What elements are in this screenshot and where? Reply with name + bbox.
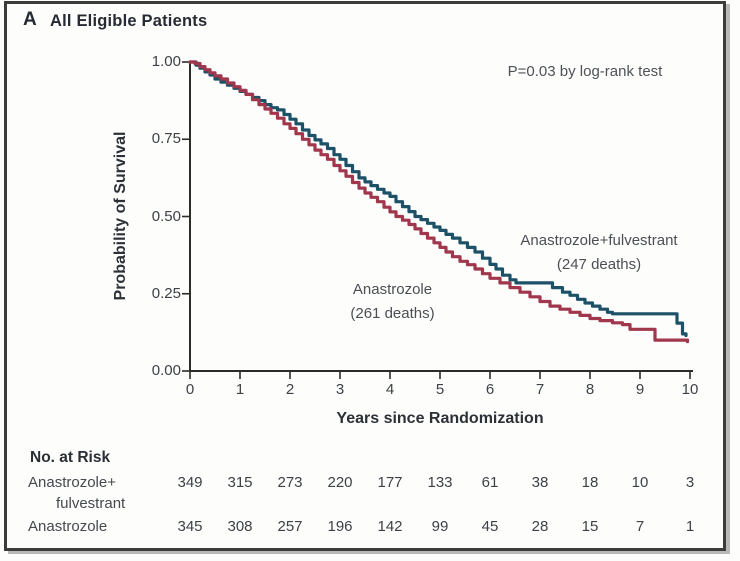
risk-count: 273 [277, 474, 303, 491]
risk-count: 196 [327, 518, 353, 535]
x-tick-label: 0 [185, 381, 195, 398]
y-tick-label: 0.75 [151, 130, 181, 148]
panel-label: A [23, 9, 37, 30]
risk-count: 10 [631, 474, 649, 491]
risk-count: 99 [431, 518, 449, 535]
x-tick-label: 4 [385, 381, 395, 398]
risk-table-heading: No. at Risk [30, 449, 111, 466]
risk-count: 308 [227, 518, 253, 535]
risk-count: 7 [635, 518, 645, 535]
x-tick-label: 2 [285, 381, 295, 398]
y-tick-label: 0.00 [151, 362, 181, 379]
risk-count: 220 [327, 474, 353, 491]
risk-count: 315 [227, 474, 253, 491]
pvalue-annotation: P=0.03 by log-rank test [507, 63, 663, 80]
survival-curve-anastrozole [188, 60, 690, 344]
series-label-deaths: (247 deaths) [556, 256, 642, 273]
series-label-deaths: (261 deaths) [350, 305, 435, 322]
x-tick-label: 9 [635, 381, 645, 398]
risk-count: 18 [581, 474, 599, 491]
risk-count: 345 [177, 518, 203, 535]
risk-count: 45 [481, 518, 499, 535]
x-axis-label: Years since Randomization [336, 410, 544, 427]
x-tick-label: 10 [681, 381, 699, 398]
series-label-name: Anastrozole [352, 281, 433, 298]
risk-count: 177 [377, 474, 403, 491]
x-tick-label: 3 [335, 381, 345, 398]
risk-row-label: Anastrozole [28, 518, 108, 535]
series-label-name: Anastrozole+fulvestrant [520, 232, 678, 249]
risk-count: 15 [581, 518, 599, 535]
x-tick-label: 1 [235, 381, 245, 398]
x-tick-label: 8 [585, 381, 595, 398]
risk-count: 133 [427, 474, 453, 491]
y-tick-label: 1.00 [151, 53, 181, 70]
x-tick-label: 7 [535, 381, 545, 398]
risk-count: 38 [531, 474, 549, 491]
risk-row-label: fulvestrant [56, 495, 126, 512]
y-tick-label: 0.25 [151, 284, 181, 302]
risk-count: 28 [531, 518, 549, 535]
risk-count: 61 [481, 474, 499, 491]
risk-row-label: Anastrozole+ [28, 474, 116, 491]
series-label-anastrozole-fulvestrant: Anastrozole+fulvestrant (247 deaths) [492, 229, 706, 277]
risk-count: 1 [685, 518, 695, 535]
risk-count: 3 [685, 474, 695, 491]
series-label-anastrozole: Anastrozole (261 deaths) [305, 278, 480, 326]
x-tick-label: 6 [485, 381, 495, 398]
risk-count: 349 [177, 474, 203, 491]
x-tick-label: 5 [435, 381, 445, 398]
y-tick-label: 0.50 [151, 207, 181, 225]
risk-count: 142 [377, 518, 403, 535]
panel-title: All Eligible Patients [50, 12, 208, 30]
risk-count: 257 [277, 518, 303, 535]
y-axis-label: Probability of Survival [112, 131, 129, 301]
